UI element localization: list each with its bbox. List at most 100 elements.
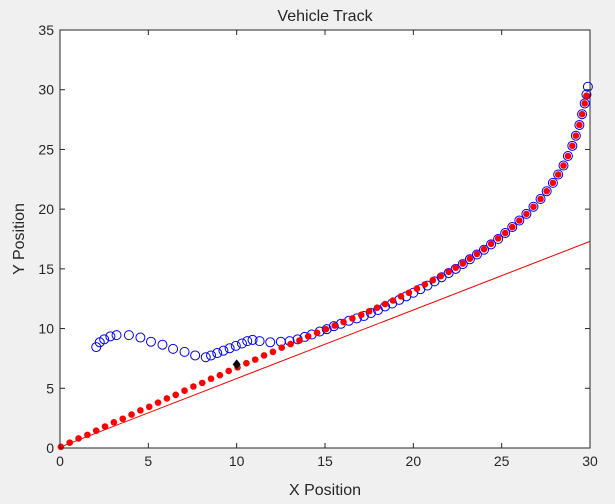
measured-point — [450, 263, 461, 274]
estimated-point — [569, 142, 576, 150]
estimated-point — [145, 403, 153, 411]
estimated-point — [198, 379, 206, 387]
estimated-point — [501, 229, 509, 237]
estimated-point — [181, 387, 188, 394]
x-tick-label: 25 — [494, 453, 510, 469]
measured-point — [547, 177, 558, 188]
measured-point — [99, 334, 110, 345]
y-tick-label: 20 — [38, 201, 54, 217]
estimated-point — [137, 407, 144, 414]
measured-point — [168, 343, 179, 354]
measured-point — [471, 249, 482, 260]
measured-point — [567, 140, 578, 151]
measured-point — [328, 321, 339, 332]
chart-title: Vehicle Track — [277, 8, 373, 25]
measured-point — [157, 339, 168, 350]
measured-point — [236, 338, 247, 349]
estimated-point — [296, 337, 303, 344]
estimated-point — [452, 264, 460, 271]
x-tick-label: 30 — [582, 453, 598, 469]
diamond-marker — [232, 359, 241, 370]
estimated-point — [381, 300, 389, 308]
measured-point — [479, 244, 489, 255]
estimated-point — [523, 210, 530, 218]
estimated-point — [543, 187, 551, 195]
measured-point — [577, 109, 588, 120]
estimated-point — [101, 423, 109, 430]
measured-point — [242, 336, 253, 347]
measured-point — [514, 215, 525, 226]
x-axis-label: X Position — [289, 482, 361, 499]
ticks-layer: 0 5 10 15 20 25 30 0 5 10 15 20 25 30 35 — [38, 22, 598, 469]
measured-point — [464, 254, 475, 265]
estimated-point — [243, 359, 250, 367]
measured-point — [535, 193, 546, 204]
estimated-point — [581, 100, 588, 107]
x-tick-label: 15 — [317, 453, 333, 469]
estimated-point — [349, 315, 356, 322]
measured-point — [247, 334, 258, 345]
measured-point — [562, 150, 573, 161]
estimated-point — [480, 245, 488, 253]
series-3-filled-diamond — [232, 359, 241, 370]
measured-point — [570, 130, 581, 141]
measured-point — [200, 352, 211, 363]
y-axis-label: Y Position — [11, 203, 28, 275]
estimated-point — [163, 395, 171, 402]
estimated-point — [84, 431, 91, 439]
estimated-point — [128, 411, 135, 418]
measured-point — [321, 324, 332, 335]
measured-point — [111, 330, 122, 341]
measured-point — [179, 346, 190, 357]
estimated-point — [405, 289, 413, 297]
measured-point — [218, 345, 229, 356]
estimated-point — [554, 171, 562, 178]
measured-point — [145, 336, 156, 347]
estimated-point — [207, 375, 215, 383]
estimated-point — [304, 333, 312, 340]
estimated-point — [421, 281, 429, 288]
estimated-point — [466, 255, 474, 263]
measured-point — [190, 350, 201, 361]
plot-area — [60, 30, 590, 448]
measured-point — [123, 330, 134, 341]
measured-point — [507, 222, 518, 233]
estimated-point — [190, 383, 197, 390]
estimated-point — [578, 110, 586, 118]
measured-point — [500, 228, 511, 239]
estimated-point — [251, 356, 259, 363]
measured-point — [574, 119, 585, 130]
measured-point — [582, 81, 593, 92]
y-tick-label: 0 — [46, 440, 54, 456]
y-tick-label: 35 — [38, 22, 54, 38]
estimated-point — [110, 419, 118, 426]
estimated-point — [560, 162, 567, 169]
x-tick-label: 5 — [144, 453, 152, 469]
estimated-point — [397, 293, 405, 300]
measured-point — [105, 331, 116, 342]
estimated-point — [564, 152, 572, 160]
estimated-point — [473, 250, 481, 258]
measured-point — [521, 208, 532, 219]
estimated-point — [216, 371, 224, 379]
estimated-point — [572, 132, 580, 139]
estimated-point — [340, 318, 347, 326]
estimated-point — [119, 415, 127, 423]
measured-point — [553, 169, 564, 180]
measured-point — [541, 186, 552, 197]
estimated-point — [508, 223, 516, 231]
measured-point — [558, 160, 569, 171]
y-tick-label: 10 — [38, 321, 54, 337]
measured-point — [457, 259, 468, 270]
estimated-point — [278, 344, 286, 351]
estimated-point — [459, 260, 467, 267]
x-tick-label: 10 — [229, 453, 245, 469]
estimated-point — [154, 399, 162, 406]
estimated-point — [322, 325, 330, 333]
measured-point — [528, 201, 539, 212]
measured-point — [230, 340, 241, 351]
estimated-point — [365, 307, 373, 315]
y-tick-label: 5 — [46, 380, 54, 396]
